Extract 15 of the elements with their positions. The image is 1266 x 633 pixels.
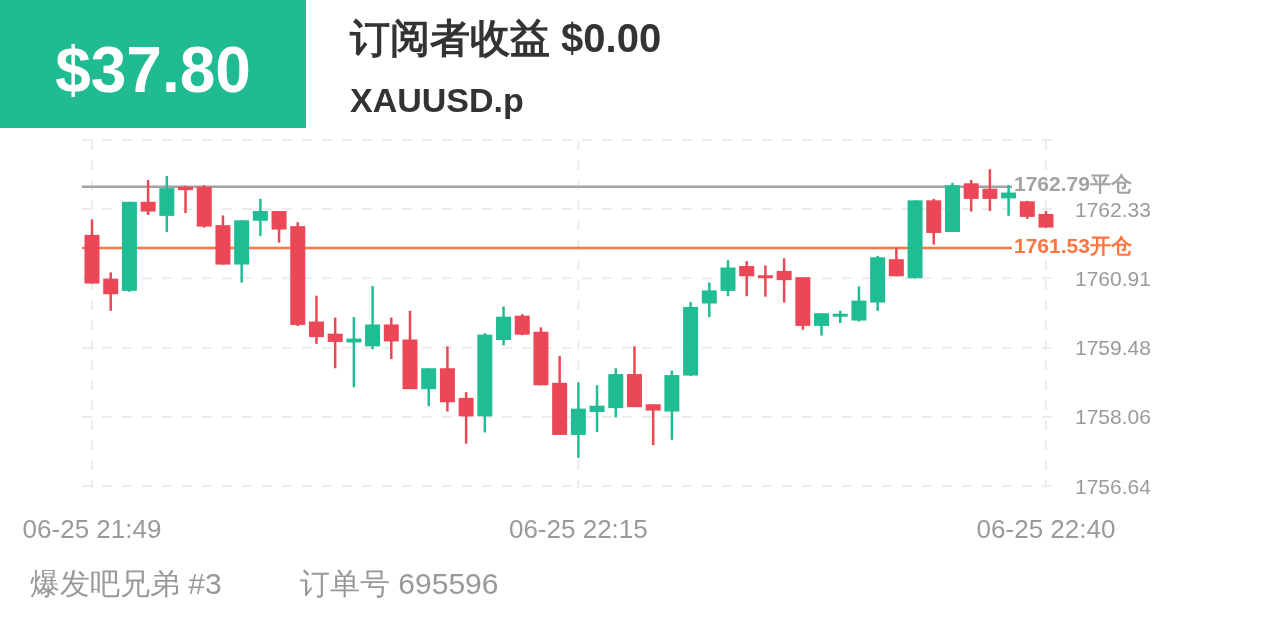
text: $37.80 [55,34,251,106]
y-tick-label: 1759.48 [1075,336,1151,360]
ref-line-label: 1761.53开仓 [1014,233,1133,257]
x-tick-label: 06-25 22:40 [976,514,1116,544]
y-tick-label: 1762.33 [1075,197,1151,221]
y-tick-label: 1760.91 [1075,266,1151,290]
chart-title: 订阅者收益 $0.00 [349,16,662,60]
ref-line-label: 1762.79平仓 [1014,172,1133,196]
chart-subtitle: XAUUSD.p [350,81,524,119]
x-tick-label: 06-25 21:49 [22,514,162,544]
text: 订单号 695596 [300,567,499,600]
text: 爆发吧兄弟 #3 [30,567,222,600]
y-tick-label: 1756.64 [1075,474,1152,498]
x-tick-label: 06-25 22:15 [508,514,648,544]
y-tick-label: 1758.06 [1075,405,1151,429]
